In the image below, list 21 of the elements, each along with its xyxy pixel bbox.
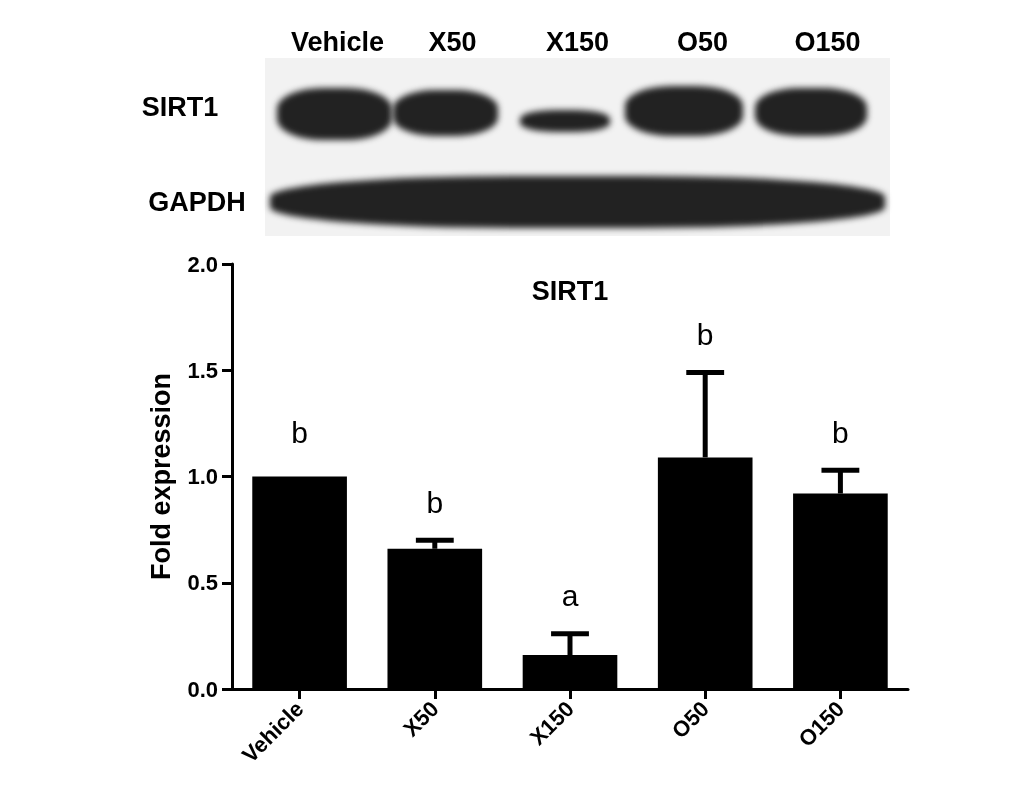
y-tick-label: 1.5 [187, 357, 218, 383]
text: X150 [545, 26, 610, 58]
text: O50 [676, 26, 729, 58]
annotation: b [832, 415, 849, 449]
annotation: b [426, 485, 444, 519]
x-tick-label: X50 [398, 696, 444, 742]
text: X50 [428, 26, 477, 58]
y-tick-label: 2.0 [187, 251, 218, 277]
text: O150 [794, 26, 861, 58]
text: GAPDH [148, 186, 246, 218]
annotation: b [291, 416, 308, 449]
x-tick-label: O50 [666, 696, 715, 744]
y-tick-label: 0.0 [187, 676, 218, 702]
annotation: a [561, 579, 579, 613]
chart-title: SIRT1 [531, 275, 609, 306]
text: SIRT1 [141, 91, 219, 123]
annotation: b [696, 317, 714, 351]
y-axis-title: Fold expression [145, 372, 176, 581]
text: Vehicle [290, 26, 385, 58]
y-tick-label: 1.0 [187, 464, 218, 489]
y-tick-label: 0.5 [187, 570, 218, 596]
